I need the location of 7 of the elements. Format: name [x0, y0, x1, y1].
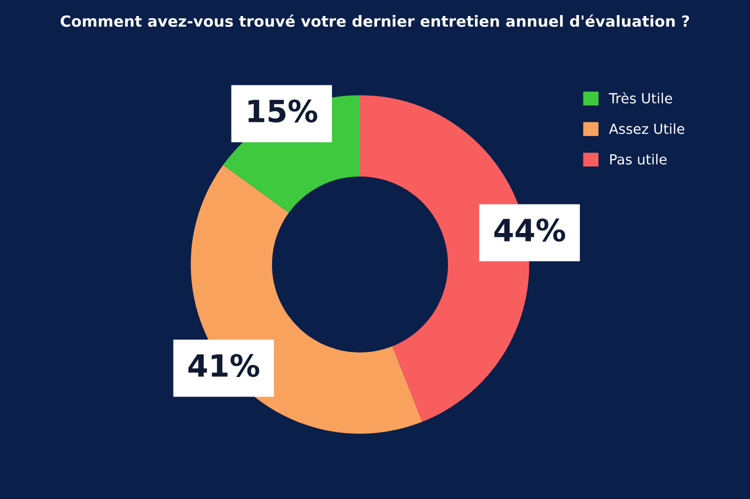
legend-label: Très Utile — [608, 92, 672, 104]
chart-title: Comment avez-vous trouvé votre dernier entretien annuel d'évaluation ? — [60, 14, 690, 27]
data-label: 44% — [494, 218, 566, 242]
legend-label: Assez Utile — [609, 123, 684, 134]
data-label: 41% — [188, 354, 260, 378]
legend-label: Pas utile — [610, 154, 667, 165]
data-label: 15% — [248, 99, 318, 123]
